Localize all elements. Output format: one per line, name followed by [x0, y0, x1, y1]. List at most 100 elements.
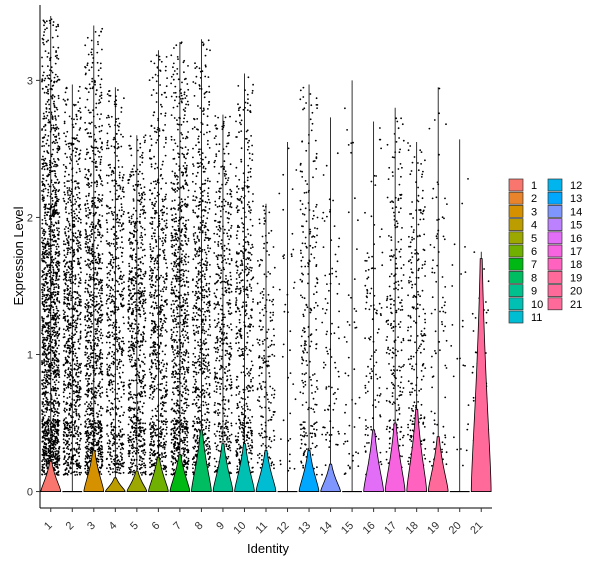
legend-item-1: 1	[508, 178, 537, 192]
x-tick-label-11: 11	[254, 520, 271, 537]
x-tick-label-5: 5	[128, 520, 141, 533]
legend-item-7: 7	[508, 257, 537, 271]
x-tick-label-3: 3	[85, 520, 98, 533]
x-tick-label-18: 18	[404, 520, 421, 537]
points-15	[342, 107, 361, 475]
x-tick-label-12: 12	[274, 520, 291, 537]
violin-9	[212, 114, 234, 492]
violin-15	[342, 80, 362, 493]
legend-item-17: 17	[547, 244, 582, 258]
legend-swatch-19	[547, 271, 563, 284]
x-tick-label-15: 15	[339, 520, 356, 537]
violin-17	[384, 107, 406, 492]
legend-swatch-5	[508, 231, 524, 245]
legend-item-20: 20	[547, 284, 582, 298]
legend-swatch-21	[547, 297, 563, 311]
legend-label-15: 15	[570, 220, 582, 232]
violin-10	[234, 73, 255, 492]
legend-label-1: 1	[531, 180, 537, 192]
violin-14	[320, 117, 341, 492]
legend-label-9: 9	[531, 286, 537, 298]
legend-swatch-13	[547, 191, 563, 205]
legend-label-10: 10	[531, 299, 543, 311]
legend-label-6: 6	[531, 246, 537, 258]
x-tick-label-7: 7	[171, 520, 184, 533]
jitter-points	[41, 18, 490, 476]
legend-swatch-8	[508, 271, 524, 284]
violin-8	[191, 39, 212, 492]
legend-label-11: 11	[531, 312, 542, 324]
points-20	[450, 178, 470, 467]
legend-item-13: 13	[547, 191, 582, 205]
x-tick-label-2: 2	[64, 520, 77, 533]
legend-item-11: 11	[508, 310, 542, 324]
legend-label-5: 5	[531, 233, 537, 245]
legend-label-16: 16	[570, 233, 582, 245]
legend-label-8: 8	[531, 272, 537, 284]
legend-item-15: 15	[547, 218, 582, 232]
legend-item-9: 9	[508, 284, 537, 298]
x-axis-ticks: 1 2 3 4 5 6 7 8 9 10 11 12 13 14 15 16 17 18 19 20 21	[42, 508, 485, 537]
legend-label-17: 17	[570, 246, 582, 258]
points-6	[148, 54, 169, 476]
x-tick-label-19: 19	[425, 520, 442, 537]
legend-item-8: 8	[508, 271, 537, 284]
points-7	[170, 41, 190, 476]
legend-swatch-11	[508, 310, 524, 324]
legend-item-5: 5	[508, 231, 537, 245]
x-tick-label-4: 4	[107, 520, 120, 533]
legend-swatch-9	[508, 284, 524, 297]
legend-label-3: 3	[531, 206, 537, 218]
legend-swatch-2	[508, 191, 524, 205]
legend-label-7: 7	[531, 259, 537, 271]
x-tick-label-13: 13	[296, 520, 313, 537]
points-14	[321, 152, 341, 476]
violin-5	[126, 135, 148, 492]
violin-1	[40, 15, 62, 492]
violin-6	[148, 50, 169, 492]
points-10	[234, 76, 255, 476]
legend-item-14: 14	[547, 205, 582, 218]
violin-2	[62, 84, 83, 493]
x-tick-label-16: 16	[361, 520, 378, 537]
x-tick-label-21: 21	[468, 520, 485, 537]
legend-item-16: 16	[547, 231, 582, 245]
legend-label-12: 12	[570, 180, 582, 192]
legend-label-14: 14	[570, 206, 582, 218]
x-tick-label-6: 6	[150, 520, 163, 533]
legend-swatch-10	[508, 297, 524, 311]
violin-3	[83, 25, 105, 492]
legend-label-21: 21	[570, 299, 582, 311]
y-tick-label-3: 3	[27, 75, 33, 87]
legend-label-13: 13	[570, 193, 582, 205]
legend-label-19: 19	[570, 272, 582, 284]
violin-16	[363, 121, 384, 492]
points-12	[278, 147, 298, 472]
legend-swatch-1	[508, 178, 524, 192]
legend-item-18: 18	[547, 257, 582, 271]
x-tick-label-20: 20	[447, 520, 464, 537]
legend-swatch-16	[547, 231, 563, 245]
legend-swatch-4	[508, 218, 524, 231]
x-tick-label-8: 8	[193, 520, 206, 533]
violin-11	[255, 203, 277, 492]
x-tick-label-10: 10	[231, 520, 248, 537]
violin-21	[470, 251, 492, 492]
legend-label-2: 2	[531, 193, 537, 205]
legend-swatch-3	[508, 205, 524, 218]
legend-item-21: 21	[547, 297, 582, 311]
legend-swatch-20	[547, 284, 563, 297]
points-2	[62, 85, 82, 476]
legend-label-20: 20	[570, 286, 582, 298]
legend-swatch-18	[547, 257, 563, 271]
y-tick-label-0: 0	[27, 487, 33, 499]
violin-20	[449, 139, 470, 493]
violins	[40, 15, 492, 493]
x-tick-label-1: 1	[42, 520, 55, 533]
y-axis-title: Expression Level	[11, 206, 26, 305]
y-tick-label-1: 1	[27, 349, 33, 361]
points-11	[256, 205, 276, 471]
legend-item-10: 10	[508, 297, 543, 311]
x-tick-label-14: 14	[318, 520, 335, 537]
